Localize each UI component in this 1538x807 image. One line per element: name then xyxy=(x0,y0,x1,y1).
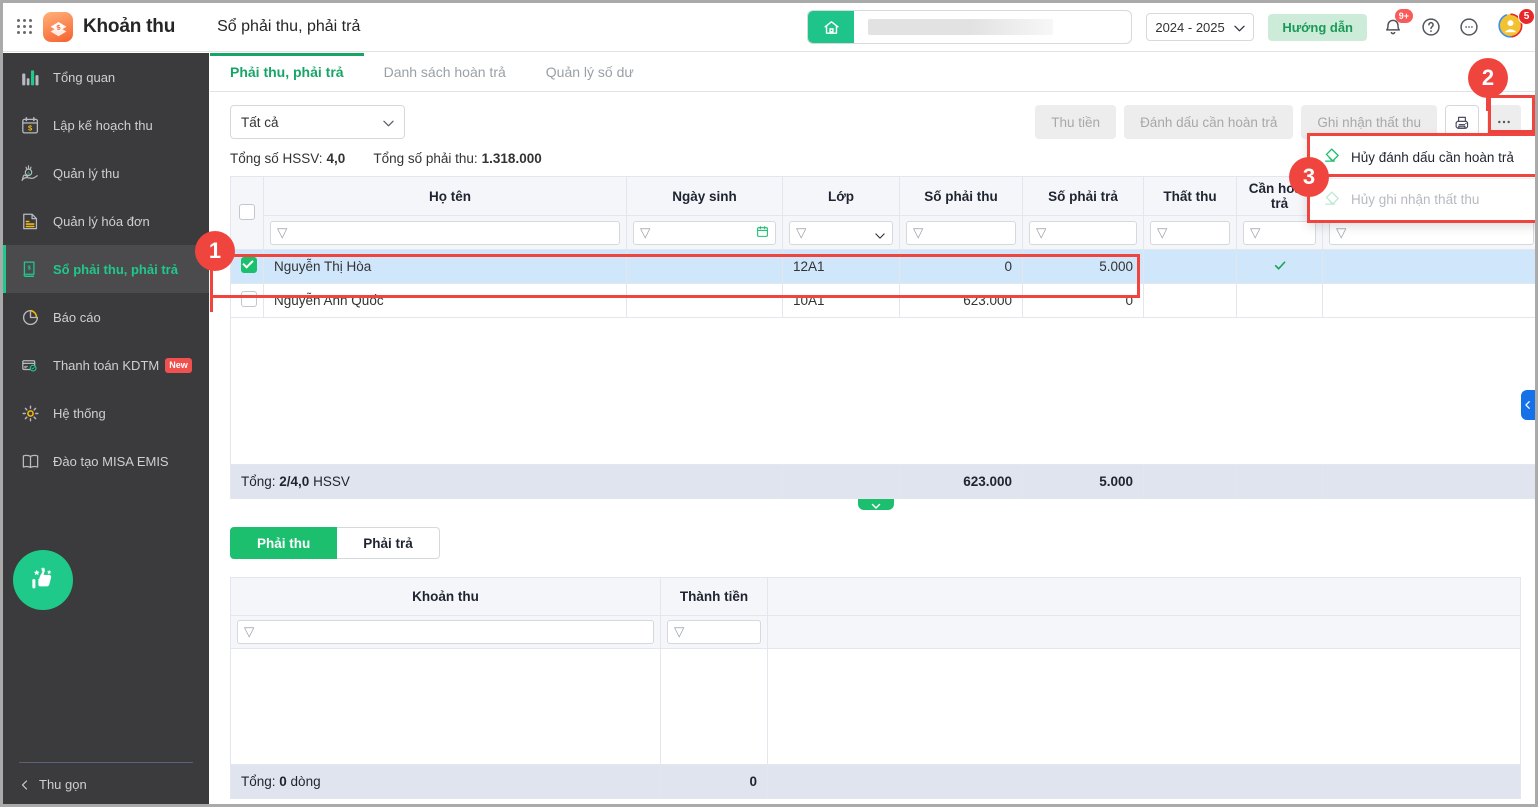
svg-text:$: $ xyxy=(28,123,33,132)
svg-text:$: $ xyxy=(27,265,30,271)
